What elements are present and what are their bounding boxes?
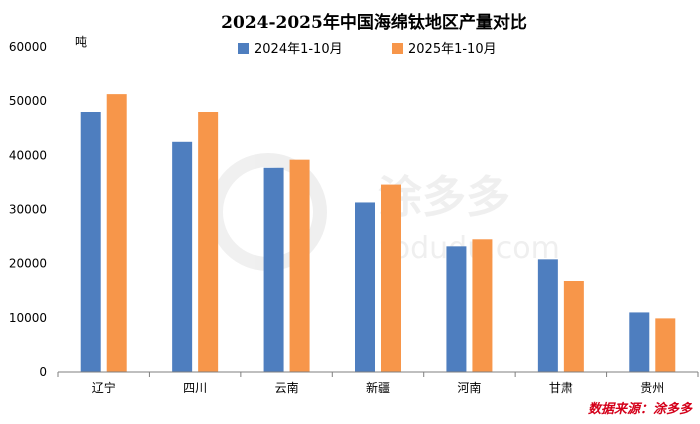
bar-2024-3 — [263, 167, 284, 372]
bars — [80, 94, 676, 372]
watermark-brand-en: todudu.com — [380, 231, 560, 266]
bar-2025-4 — [381, 184, 401, 372]
bar-2024-7 — [629, 312, 650, 372]
legend: 2024年1-10月 2025年1-10月 — [238, 42, 497, 57]
bar-2025-3 — [289, 159, 310, 372]
x-category-label: 贵州 — [640, 381, 664, 395]
bar-2025-7 — [655, 318, 676, 372]
bar-2024-6 — [537, 259, 558, 372]
x-category-label: 云南 — [275, 380, 299, 395]
x-axis: 辽宁 四川 云南 新疆 河南 甘肃 贵州 — [57, 371, 699, 395]
bar-2025-2 — [198, 112, 219, 372]
y-axis-unit: 吨 — [75, 35, 87, 49]
x-category-label: 新疆 — [366, 380, 390, 395]
legend-swatch — [392, 43, 403, 54]
y-tick-label: 0 — [39, 365, 47, 379]
y-tick-label: 50000 — [9, 94, 47, 108]
y-tick-label: 10000 — [9, 311, 47, 325]
legend-label: 2024年1-10月 — [254, 42, 343, 57]
bar-2024-5 — [446, 246, 467, 372]
x-category-label: 河南 — [457, 380, 481, 395]
bar-2024-4 — [355, 202, 375, 372]
legend-label: 2025年1-10月 — [408, 42, 497, 57]
x-category-label: 四川 — [183, 381, 207, 395]
y-tick-label: 40000 — [9, 148, 47, 162]
bar-2024-2 — [172, 141, 193, 372]
y-axis: 0 10000 20000 30000 40000 50000 60000 — [9, 40, 47, 379]
y-tick-label: 30000 — [9, 203, 47, 217]
x-category-label: 辽宁 — [92, 380, 116, 395]
y-tick-label: 60000 — [9, 40, 47, 54]
source-note: 数据来源：涂多多 — [588, 401, 693, 417]
chart-title: 2024-2025年中国海绵钛地区产量对比 — [221, 12, 527, 33]
legend-swatch — [238, 43, 249, 54]
bar-2024-1 — [80, 112, 101, 372]
x-category-label: 甘肃 — [549, 381, 573, 395]
bar-2025-6 — [563, 281, 584, 372]
bar-2025-5 — [472, 239, 493, 372]
bar-2025-1 — [106, 94, 127, 372]
y-tick-label: 20000 — [9, 257, 47, 271]
